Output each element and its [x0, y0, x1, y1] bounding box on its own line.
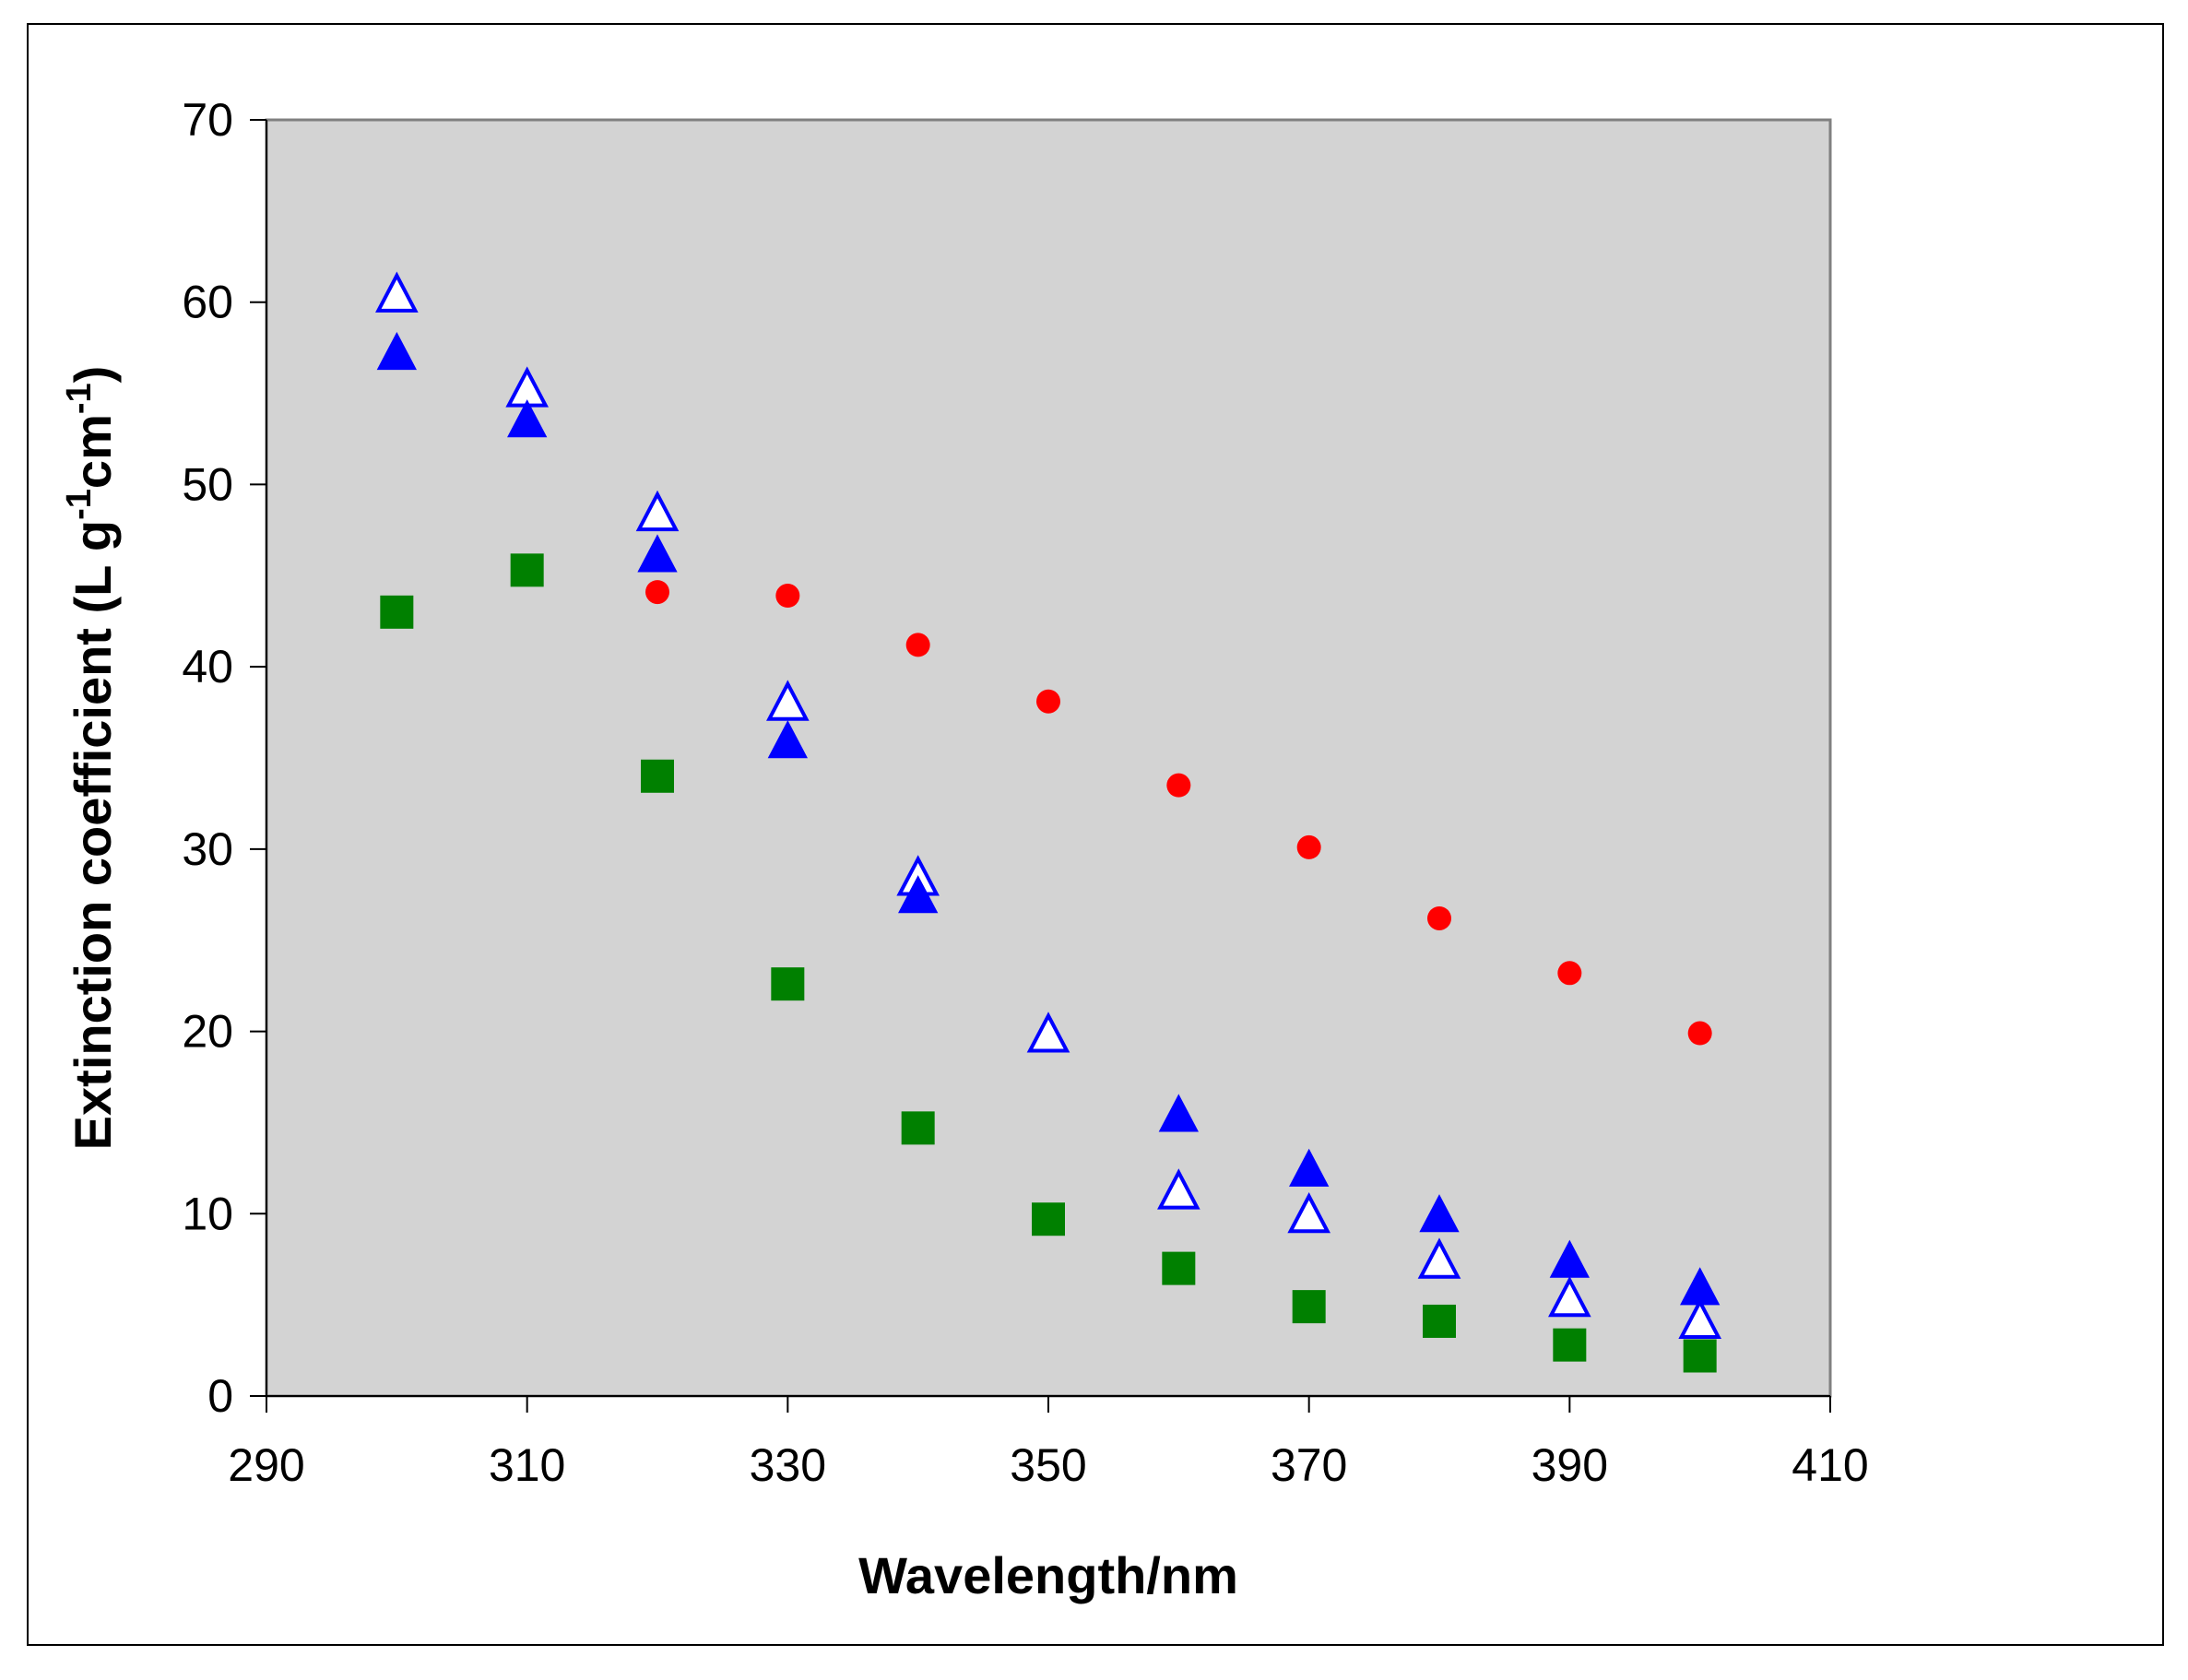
y-axis-title-part: Extinction coefficient (L g [64, 520, 122, 1150]
data-point-triangle-filled [767, 720, 808, 759]
y-tick-label: 20 [182, 1006, 233, 1058]
x-tick-label: 290 [228, 1439, 304, 1491]
y-tick-label: 0 [207, 1370, 233, 1422]
series-4 [380, 553, 1717, 1373]
data-point-triangle-open [1157, 1168, 1200, 1210]
data-point-circle [1296, 834, 1321, 859]
axes: 0 10 20 30 40 50 60 70 290 310 330 350 370 390 410 [182, 94, 1868, 1491]
data-point-circle [905, 633, 930, 657]
data-point-triangle-open [635, 490, 680, 532]
data-point-circle [1687, 1021, 1712, 1046]
series-2 [375, 271, 1721, 1339]
y-axis-title-sup: -1 [60, 383, 99, 414]
data-point-circle [1427, 905, 1451, 930]
data-point-circle [1036, 689, 1060, 714]
data-point-square [510, 553, 544, 587]
data-point-square [380, 595, 414, 629]
y-tick-label: 40 [182, 641, 233, 692]
data-point-triangle-open [1026, 1012, 1070, 1053]
y-axis-title: Extinction coefficient (L g-1cm-1) [60, 366, 122, 1151]
data-point-square [901, 1111, 935, 1145]
data-point-triangle-filled [898, 875, 939, 914]
y-tick-label: 50 [182, 458, 233, 510]
x-tick-label: 310 [489, 1439, 565, 1491]
data-point-square [771, 967, 805, 1001]
series-3 [376, 331, 1721, 1306]
data-point-triangle-open [766, 680, 810, 721]
x-axis-title: Wavelength/nm [858, 1546, 1238, 1604]
y-axis-title-part: ) [64, 366, 122, 384]
data-point-circle [1166, 773, 1191, 798]
data-point-square [1162, 1251, 1196, 1285]
data-point-triangle-filled [1419, 1194, 1460, 1233]
y-tick-label: 70 [182, 94, 233, 146]
data-point-triangle-filled [1680, 1267, 1721, 1306]
plot-area [265, 118, 1832, 1398]
data-point-square [1292, 1290, 1326, 1324]
data-point-triangle-filled [1158, 1094, 1199, 1132]
data-point-triangle-open [1287, 1191, 1331, 1234]
x-tick-label: 350 [1010, 1439, 1086, 1491]
x-tick-label: 370 [1271, 1439, 1347, 1491]
x-tick-label: 410 [1792, 1439, 1868, 1491]
x-tick-label: 390 [1532, 1439, 1608, 1491]
data-point-circle [775, 584, 800, 609]
data-point-triangle-filled [376, 331, 417, 371]
data-point-circle [1557, 961, 1582, 986]
y-tick-label: 60 [182, 277, 233, 328]
y-axis-title-part: cm [64, 414, 122, 489]
data-point-triangle-open [1417, 1237, 1461, 1279]
data-point-triangle-filled [637, 534, 678, 573]
y-tick-label: 10 [182, 1188, 233, 1239]
y-axis-title-sup: -1 [60, 489, 99, 520]
data-point-triangle-open [375, 271, 419, 313]
y-tick-label: 30 [182, 823, 233, 875]
x-tick-label: 330 [750, 1439, 826, 1491]
data-point-square [641, 759, 674, 793]
data-point-square [1683, 1339, 1717, 1373]
data-point-triangle-filled [507, 399, 548, 438]
data-point-circle [645, 580, 669, 605]
data-point-triangle-filled [1289, 1148, 1330, 1187]
data-point-triangle-open [1548, 1275, 1591, 1318]
data-point-triangle-open [1678, 1297, 1721, 1339]
data-point-square [1423, 1304, 1456, 1338]
data-marks [375, 271, 1721, 1373]
data-point-square [1032, 1202, 1065, 1236]
data-point-triangle-filled [1549, 1239, 1590, 1278]
data-point-square [1553, 1328, 1587, 1362]
